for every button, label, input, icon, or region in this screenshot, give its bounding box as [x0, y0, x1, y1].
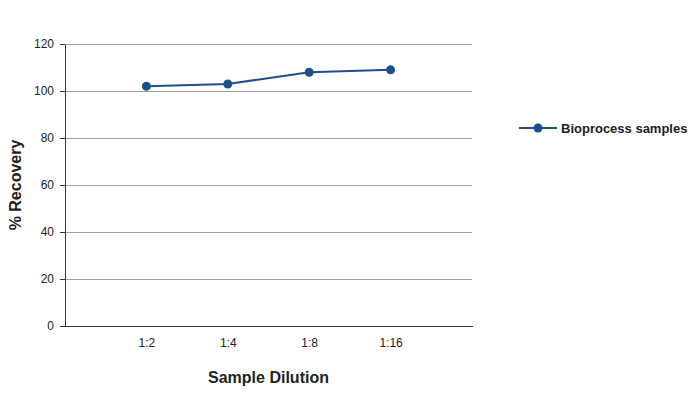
y-tick-label: 80 — [41, 131, 55, 145]
y-tick-label: 100 — [34, 84, 54, 98]
legend: Bioprocess samples — [519, 121, 687, 136]
grid-line — [65, 91, 472, 92]
x-tick: 1:4 — [220, 326, 237, 350]
y-tick: 0 — [47, 319, 65, 333]
grid-line — [65, 138, 472, 139]
series-marker — [386, 65, 395, 74]
grid-line — [65, 44, 472, 45]
series-marker — [305, 68, 314, 77]
y-tick: 120 — [34, 37, 65, 51]
x-tick-label: 1:16 — [379, 336, 403, 350]
y-tick-mark — [60, 138, 65, 139]
y-tick: 40 — [41, 225, 65, 239]
x-tick: 1:8 — [301, 326, 318, 350]
y-tick: 80 — [41, 131, 65, 145]
grid-line — [65, 232, 472, 233]
legend-item: Bioprocess samples — [519, 121, 687, 136]
x-tick: 1:16 — [379, 326, 403, 350]
series-line — [146, 70, 390, 86]
series-group — [142, 65, 395, 90]
legend-marker — [534, 124, 543, 133]
grid-line — [65, 326, 472, 327]
x-tick-label: 1:8 — [301, 336, 318, 350]
x-axis-title: Sample Dilution — [208, 369, 329, 386]
x-axis-line — [66, 326, 473, 327]
y-axis-line — [65, 45, 66, 327]
grid — [65, 44, 472, 326]
chart: 0 20 40 60 80 100 120 1:2 1:4 1:8 1:16 Sample Dilut… — [0, 0, 694, 393]
y-tick-mark — [60, 185, 65, 186]
y-tick-mark — [60, 44, 65, 45]
y-tick: 100 — [34, 84, 65, 98]
series-marker — [142, 82, 151, 91]
y-tick: 60 — [41, 178, 65, 192]
legend-label: Bioprocess samples — [561, 121, 687, 136]
y-tick: 20 — [41, 272, 65, 286]
grid-line — [65, 185, 472, 186]
y-tick-label: 40 — [41, 225, 55, 239]
y-tick-label: 0 — [47, 319, 54, 333]
y-tick-mark — [60, 232, 65, 233]
y-tick-label: 20 — [41, 272, 55, 286]
grid-line — [65, 279, 472, 280]
x-tick: 1:2 — [139, 326, 156, 350]
x-axis: 1:2 1:4 1:8 1:16 — [66, 326, 473, 350]
y-tick-mark — [60, 91, 65, 92]
x-tick-label: 1:4 — [220, 336, 237, 350]
y-tick-label: 60 — [41, 178, 55, 192]
plot: 0 20 40 60 80 100 120 1:2 1:4 1:8 1:16 — [34, 37, 473, 349]
x-tick-label: 1:2 — [139, 336, 156, 350]
series-marker — [223, 79, 232, 88]
y-tick-mark — [60, 279, 65, 280]
y-axis: 0 20 40 60 80 100 120 — [34, 37, 66, 333]
y-tick-label: 120 — [34, 37, 54, 51]
y-axis-title: % Recovery — [7, 140, 24, 231]
y-tick-mark — [60, 326, 65, 327]
